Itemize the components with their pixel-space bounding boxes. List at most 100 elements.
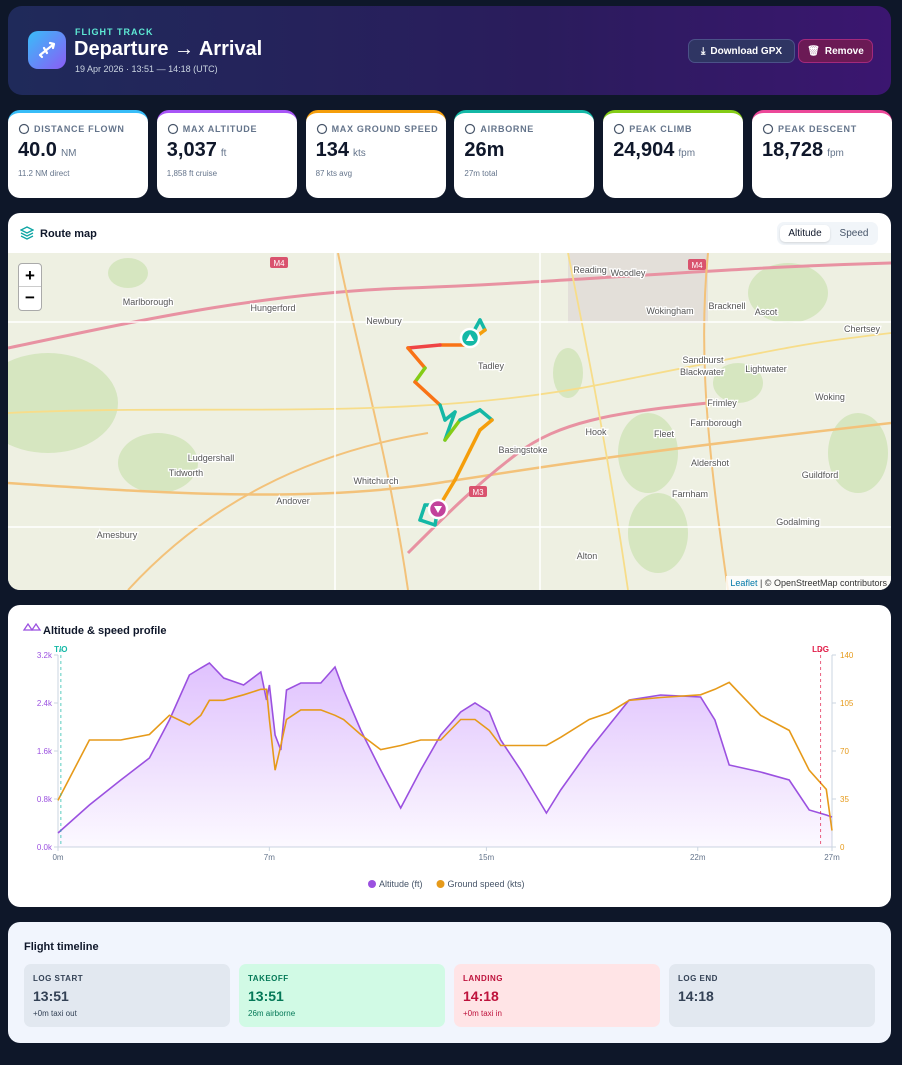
stat-icon <box>762 123 774 135</box>
track-segment <box>453 448 472 482</box>
zoom-in[interactable]: + <box>19 264 41 287</box>
stat-card: AIRBORNE 26m 27m total <box>454 110 595 198</box>
track-segment <box>443 418 462 442</box>
toggle-speed[interactable]: Speed <box>839 228 869 239</box>
track-segment <box>418 518 437 527</box>
place-label: Fleet <box>654 429 675 439</box>
value: 18,728 <box>762 139 824 161</box>
timeline-item: LANDING 14:18 +0m taxi in <box>454 964 660 1027</box>
zoom-out[interactable]: − <box>25 288 35 307</box>
altitude-area <box>58 663 832 847</box>
section-title: Route map <box>40 228 97 240</box>
series-line <box>57 681 833 831</box>
header: FLIGHT TRACK Departure → Arrival 19 Apr … <box>8 6 891 95</box>
stat-label: MAX ALTITUDE <box>182 124 258 134</box>
attribution-text: | © OpenStreetMap contributors <box>759 578 887 588</box>
legend-label: Ground speed (kts) <box>448 879 525 889</box>
stat-icon <box>18 123 30 135</box>
timeline-item: LOG END 14:18 <box>669 964 875 1027</box>
track-segment <box>406 343 442 350</box>
woodland <box>553 348 583 398</box>
track-segment <box>438 403 447 422</box>
value: 24,904 <box>613 139 675 161</box>
y2-tick-label: 105 <box>840 699 854 708</box>
logo <box>28 31 66 69</box>
track-segment <box>458 408 482 422</box>
stat-note: 11.2 NM direct <box>18 169 70 178</box>
woodland <box>8 353 118 453</box>
place-label: Hook <box>585 427 607 437</box>
road <box>567 253 629 590</box>
icon-shape <box>18 123 30 135</box>
place-label: Marlborough <box>123 297 174 307</box>
unit: fpm <box>678 148 696 159</box>
value: 26m <box>464 139 505 161</box>
download-button[interactable]: ⤓ Download GPX <box>688 39 795 63</box>
place-label: M4 <box>691 261 703 270</box>
stat-label: PEAK CLIMB <box>629 124 693 134</box>
place-label: Woodley <box>611 268 646 278</box>
timeline-label: LOG START <box>33 974 84 983</box>
y-tick-label: 3.2k <box>37 651 53 660</box>
stat-value: 18,728 fpm <box>762 139 844 162</box>
stat-value: 26m <box>464 139 504 162</box>
track-segment <box>413 380 442 407</box>
button-label: Remove <box>824 45 864 57</box>
toggle-altitude[interactable]: Altitude <box>780 225 830 242</box>
track-segment <box>478 408 494 422</box>
stat-label: AIRBORNE <box>480 124 534 134</box>
stat-card: PEAK CLIMB 24,904 fpm <box>603 110 744 198</box>
y-tick-label: 0.8k <box>37 795 53 804</box>
stat-note: 1,858 ft cruise <box>166 169 218 178</box>
title: Departure → Arrival <box>74 38 263 60</box>
place-label: Ascot <box>755 307 778 317</box>
timeline-item: TAKEOFF 13:51 26m airborne <box>239 964 445 1027</box>
remove-button[interactable]: 🗑 Remove <box>798 39 873 63</box>
timeline-label: LANDING <box>463 974 503 983</box>
road <box>127 432 429 590</box>
chart-card: Altitude & speed profile 0.0k 0.8k 1.6k 2.4… <box>8 605 891 907</box>
place-label: M3 <box>472 488 484 497</box>
x-tick-label: 0m <box>52 853 63 862</box>
place-label: Wokingham <box>646 306 693 316</box>
road-shield <box>270 257 288 268</box>
timeline-time: 14:18 <box>463 988 499 1004</box>
place-label: Reading <box>573 265 607 275</box>
stat-icon <box>167 123 178 135</box>
unit: ft <box>220 148 227 159</box>
chart: Altitude & speed profile 0.0k 0.8k 1.6k 2.4… <box>22 622 854 889</box>
map-bg <box>8 253 891 590</box>
attribution-link[interactable]: Leaflet <box>730 578 758 588</box>
stat-value: 24,904 fpm <box>613 139 695 162</box>
marker-glyph <box>434 506 442 513</box>
series-line <box>57 661 833 834</box>
place-label: Sandhurst <box>682 355 724 365</box>
x-tick-label: 7m <box>264 853 275 862</box>
timeline-item: LOG START 13:51 +0m taxi out <box>24 964 230 1027</box>
track-segment <box>478 318 487 332</box>
marker-glyph <box>466 334 474 341</box>
place-label: Lightwater <box>745 364 787 374</box>
icon-shape <box>614 123 625 135</box>
icon-shape <box>465 123 476 135</box>
place-label: Tadley <box>478 361 505 371</box>
legend-swatch <box>368 880 376 888</box>
place-label: Woking <box>815 392 845 402</box>
chart-title: Altitude & speed profile <box>43 625 166 637</box>
map: Reading Woodley Marlborough Hungerford Newbu… <box>8 253 891 590</box>
attribution: Leaflet | © OpenStreetMap contributors <box>726 576 891 590</box>
unit: fpm <box>827 148 844 159</box>
woodland <box>118 433 198 493</box>
place-label: M4 <box>273 259 285 268</box>
track-segment <box>478 418 494 432</box>
stat-icon <box>614 123 625 135</box>
value: 3,037 <box>166 139 217 161</box>
timeline-label: TAKEOFF <box>248 974 289 983</box>
stat-note: 87 kts avg <box>315 169 353 178</box>
legend-label: Altitude (ft) <box>379 879 423 889</box>
track-segment <box>413 366 427 384</box>
stat-note: 27m total <box>464 169 498 178</box>
plane-icon <box>38 41 56 59</box>
legend-swatch <box>436 880 445 888</box>
eyebrow: FLIGHT TRACK <box>75 27 154 37</box>
